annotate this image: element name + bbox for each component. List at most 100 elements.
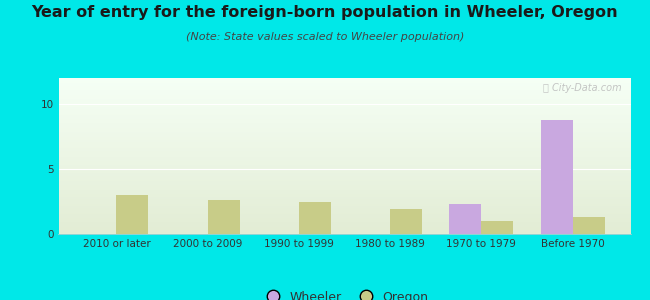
Bar xyxy=(58,194,630,195)
Bar xyxy=(58,165,630,166)
Bar xyxy=(58,125,630,126)
Bar xyxy=(58,139,630,140)
Bar xyxy=(58,219,630,220)
Bar xyxy=(58,181,630,182)
Bar xyxy=(58,124,630,125)
Bar xyxy=(58,179,630,180)
Bar xyxy=(58,158,630,159)
Bar xyxy=(58,205,630,206)
Bar xyxy=(58,207,630,208)
Bar xyxy=(58,113,630,114)
Bar xyxy=(58,188,630,189)
Bar xyxy=(58,214,630,215)
Bar xyxy=(58,170,630,171)
Bar xyxy=(58,189,630,190)
Bar xyxy=(58,108,630,109)
Bar xyxy=(58,117,630,118)
Bar xyxy=(58,82,630,83)
Bar xyxy=(58,203,630,204)
Bar xyxy=(58,98,630,99)
Bar xyxy=(58,150,630,151)
Bar xyxy=(58,109,630,110)
Bar xyxy=(58,196,630,197)
Bar xyxy=(58,197,630,198)
Bar xyxy=(58,95,630,96)
Bar xyxy=(58,169,630,170)
Bar xyxy=(58,133,630,134)
Bar xyxy=(58,231,630,232)
Bar xyxy=(58,192,630,193)
Bar xyxy=(58,78,630,79)
Bar xyxy=(58,151,630,152)
Bar xyxy=(58,123,630,124)
Bar xyxy=(58,190,630,191)
Bar xyxy=(58,212,630,213)
Bar xyxy=(58,149,630,150)
Bar xyxy=(58,191,630,192)
Bar xyxy=(58,119,630,120)
Bar xyxy=(58,85,630,86)
Bar xyxy=(58,218,630,219)
Bar xyxy=(58,103,630,104)
Bar xyxy=(58,206,630,207)
Bar xyxy=(58,122,630,123)
Bar xyxy=(58,137,630,138)
Bar xyxy=(58,162,630,163)
Bar xyxy=(58,193,630,194)
Bar xyxy=(58,83,630,84)
Bar xyxy=(58,131,630,132)
Bar xyxy=(58,184,630,185)
Bar xyxy=(58,183,630,184)
Bar xyxy=(58,86,630,87)
Bar xyxy=(58,79,630,80)
Bar xyxy=(58,105,630,106)
Bar xyxy=(58,107,630,108)
Bar xyxy=(449,204,482,234)
Text: (Note: State values scaled to Wheeler population): (Note: State values scaled to Wheeler po… xyxy=(186,32,464,41)
Bar xyxy=(58,225,630,226)
Legend: Wheeler, Oregon: Wheeler, Oregon xyxy=(255,286,434,300)
Bar xyxy=(58,208,630,209)
Bar xyxy=(58,221,630,222)
Bar xyxy=(58,217,630,218)
Bar xyxy=(58,187,630,188)
Bar xyxy=(58,94,630,95)
Bar xyxy=(58,112,630,113)
Bar xyxy=(58,215,630,216)
Bar xyxy=(58,204,630,205)
Bar xyxy=(482,221,514,234)
Bar xyxy=(58,173,630,174)
Bar xyxy=(58,220,630,221)
Bar xyxy=(58,229,630,230)
Bar xyxy=(58,129,630,130)
Bar xyxy=(58,164,630,165)
Bar xyxy=(58,159,630,160)
Bar xyxy=(58,90,630,91)
Bar xyxy=(58,166,630,167)
Bar xyxy=(58,127,630,128)
Bar xyxy=(58,153,630,154)
Bar xyxy=(58,228,630,229)
Bar xyxy=(58,142,630,143)
Bar xyxy=(58,160,630,161)
Bar xyxy=(58,136,630,137)
Bar xyxy=(58,163,630,164)
Bar xyxy=(58,148,630,149)
Bar xyxy=(58,106,630,107)
Bar xyxy=(58,178,630,179)
Bar xyxy=(58,185,630,186)
Bar xyxy=(58,180,630,181)
Bar xyxy=(58,227,630,228)
Bar xyxy=(58,201,630,202)
Bar xyxy=(58,195,630,196)
Bar xyxy=(58,172,630,173)
Bar xyxy=(58,222,630,223)
Bar xyxy=(58,93,630,94)
Bar xyxy=(207,200,240,234)
Bar xyxy=(58,199,630,200)
Bar xyxy=(58,226,630,227)
Bar xyxy=(58,111,630,112)
Bar xyxy=(58,126,630,127)
Bar xyxy=(58,198,630,199)
Bar xyxy=(58,116,630,117)
